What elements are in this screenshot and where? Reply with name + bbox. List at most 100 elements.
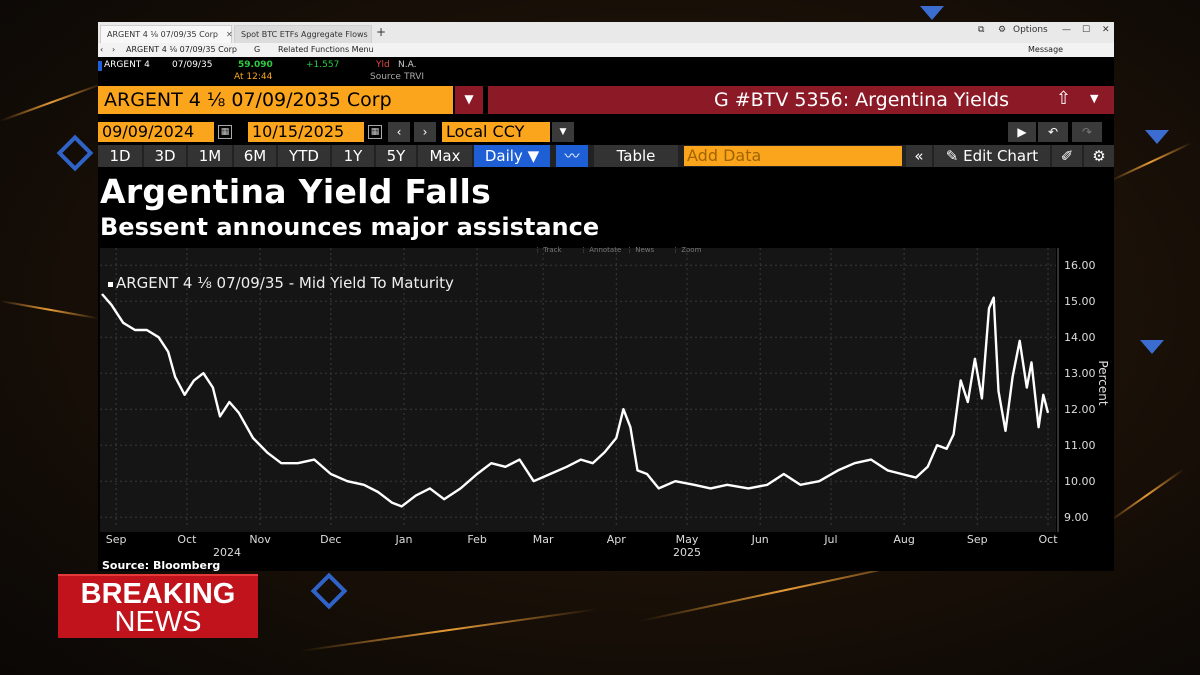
- function-bar: G #BTV 5356: Argentina Yields ⇧ ▼: [488, 86, 1114, 114]
- x-tick-label: Feb: [467, 533, 486, 546]
- add-data-input[interactable]: Add Data: [684, 146, 902, 166]
- maximize-icon[interactable]: ⧉: [978, 25, 985, 35]
- chart-toolbar-item: ⋮ Track: [534, 246, 562, 254]
- y-tick-label: 9.00: [1064, 511, 1089, 524]
- y-tick-label: 13.00: [1064, 367, 1096, 380]
- ticker-row: ARGENT 4 07/09/35 59.090 +1.557 At 12:44…: [98, 59, 1114, 86]
- ticker-time: At 12:44: [234, 72, 273, 82]
- range-button-1d[interactable]: 1D: [98, 145, 142, 167]
- range-toolbar: 1D 3D 1M 6M YTD 1Y 5Y Max Daily ▼ 〰 Tabl…: [98, 145, 1114, 167]
- x-year-label: 2025: [673, 546, 701, 556]
- restore-button[interactable]: ☐: [1082, 25, 1091, 35]
- security-dropdown-button[interactable]: ▼: [455, 86, 483, 114]
- source-label: Source: [370, 72, 401, 82]
- x-tick-label: Sep: [106, 533, 127, 546]
- minimize-button[interactable]: —: [1062, 25, 1071, 35]
- decor-triangle-icon: [1145, 130, 1169, 144]
- new-tab-button[interactable]: +: [376, 25, 387, 39]
- range-button-max[interactable]: Max: [418, 145, 472, 167]
- chart-toolbar-item: ⋮ Annotate: [580, 246, 621, 254]
- y-tick-label: 10.00: [1064, 475, 1096, 488]
- decor-square-icon: [310, 572, 348, 610]
- back-button[interactable]: ‹: [100, 45, 104, 54]
- calendar-icon[interactable]: ▦: [368, 125, 382, 139]
- range-button-5y[interactable]: 5Y: [376, 145, 416, 167]
- y-tick-label: 14.00: [1064, 331, 1096, 344]
- share-icon[interactable]: ⇧: [1056, 88, 1072, 109]
- y-tick-label: 12.00: [1064, 403, 1096, 416]
- headline: Argentina Yield Falls: [100, 172, 492, 211]
- ticker-change: +1.557: [306, 60, 340, 70]
- date-row: 09/09/2024 ▦ 10/15/2025 ▦ ‹ › Local CCY …: [98, 122, 1114, 144]
- window-titlebar: ARGENT 4 ⅛ 07/09/35 Corp ✕ Spot BTC ETFs …: [98, 22, 1114, 43]
- tab-label: Spot BTC ETFs Aggregate Flows: [241, 30, 368, 39]
- currency-select[interactable]: Local CCY: [442, 122, 550, 142]
- range-button-ytd[interactable]: YTD: [278, 145, 330, 167]
- legend-swatch: [108, 282, 113, 287]
- table-button[interactable]: Table: [594, 145, 678, 167]
- legend-label: ARGENT 4 ⅛ 07/09/35 - Mid Yield To Matur…: [116, 274, 454, 292]
- gear-icon[interactable]: ⚙: [998, 25, 1007, 35]
- pencil-icon: ✎: [945, 147, 964, 165]
- collapse-button[interactable]: «: [906, 145, 932, 167]
- security-menu[interactable]: ARGENT 4 ⅛ 07/09/35 Corp: [126, 45, 237, 54]
- frequency-select[interactable]: Daily ▼: [474, 145, 550, 167]
- undo-icon[interactable]: ↶: [1038, 122, 1068, 142]
- yield-line-chart: ⋮ Track ⋮ Annotate ⋮ News ⋮ Zoom9.0010.0011…: [100, 246, 1110, 556]
- line-chart-icon[interactable]: 〰: [556, 145, 588, 167]
- bloomberg-terminal-window: ARGENT 4 ⅛ 07/09/35 Corp ✕ Spot BTC ETFs …: [98, 22, 1114, 572]
- range-button-3d[interactable]: 3D: [144, 145, 186, 167]
- source-value: TRVI: [404, 72, 425, 82]
- subheadline: Bessent announces major assistance: [100, 213, 600, 241]
- function-title: G #BTV 5356: Argentina Yields: [714, 89, 1010, 111]
- ticker-name: ARGENT 4: [104, 60, 150, 70]
- next-period-button[interactable]: ›: [414, 122, 436, 142]
- x-tick-label: Jun: [751, 533, 769, 546]
- tab-btc-flows[interactable]: Spot BTC ETFs Aggregate Flows: [234, 25, 372, 43]
- message-button[interactable]: Message: [1028, 45, 1064, 54]
- x-tick-label: Mar: [533, 533, 554, 546]
- x-tick-label: Apr: [607, 533, 627, 546]
- function-menu-icon[interactable]: ▼: [1090, 92, 1099, 105]
- chart-toolbar-item: ⋮ News: [626, 246, 654, 254]
- related-functions-menu[interactable]: Related Functions Menu: [278, 45, 374, 54]
- range-button-6m[interactable]: 6M: [234, 145, 276, 167]
- forward-button[interactable]: ›: [112, 45, 116, 54]
- security-field[interactable]: ARGENT 4 ⅛ 07/09/2035 Corp: [98, 86, 453, 114]
- close-tab-icon[interactable]: ✕: [225, 30, 233, 39]
- range-button-1m[interactable]: 1M: [188, 145, 232, 167]
- annotate-icon[interactable]: ✐: [1052, 145, 1082, 167]
- play-icon[interactable]: ▶: [1008, 122, 1036, 142]
- decor-triangle-icon: [1140, 340, 1164, 354]
- plot-background: [100, 248, 1056, 532]
- decor-square-icon: [56, 134, 94, 172]
- x-tick-label: Nov: [249, 533, 271, 546]
- currency-dropdown-icon[interactable]: ▼: [552, 122, 574, 142]
- y-axis-label: Percent: [1096, 360, 1110, 405]
- redo-icon[interactable]: ↷: [1072, 122, 1102, 142]
- x-tick-label: Aug: [893, 533, 914, 546]
- start-date-input[interactable]: 09/09/2024: [98, 122, 214, 142]
- security-bar: ARGENT 4 ⅛ 07/09/2035 Corp ▼ G #BTV 5356…: [98, 86, 1114, 114]
- graph-menu[interactable]: G: [254, 45, 261, 54]
- prev-period-button[interactable]: ‹: [388, 122, 410, 142]
- close-window-button[interactable]: ✕: [1102, 25, 1110, 35]
- yield-label: Yld: [376, 60, 390, 70]
- yield-value: N.A.: [398, 60, 417, 70]
- x-tick-label: Oct: [177, 533, 197, 546]
- breaking-label: BREAKING: [80, 578, 236, 610]
- x-tick-label: Jul: [823, 533, 837, 546]
- calendar-icon[interactable]: ▦: [218, 125, 232, 139]
- source-label: Source: Bloomberg: [102, 559, 221, 572]
- options-button[interactable]: Options: [1013, 25, 1048, 35]
- x-tick-label: Dec: [320, 533, 341, 546]
- end-date-input[interactable]: 10/15/2025: [248, 122, 364, 142]
- x-tick-label: Jan: [394, 533, 412, 546]
- settings-gear-icon[interactable]: ⚙: [1084, 145, 1114, 167]
- ticker-price: 59.090: [238, 60, 273, 70]
- edit-chart-button[interactable]: ✎ Edit Chart: [934, 145, 1050, 167]
- range-button-1y[interactable]: 1Y: [332, 145, 374, 167]
- tab-argent[interactable]: ARGENT 4 ⅛ 07/09/35 Corp ✕: [100, 25, 233, 43]
- x-year-label: 2024: [213, 546, 241, 556]
